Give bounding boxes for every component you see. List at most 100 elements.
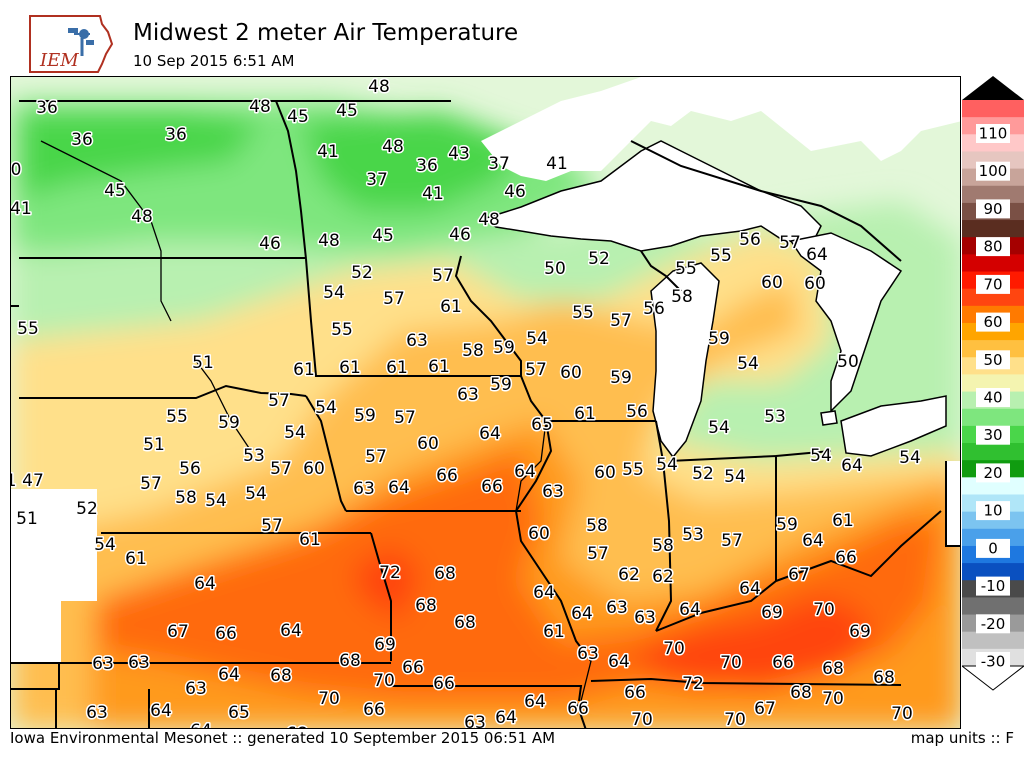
- station-temp-label: 61: [574, 404, 596, 424]
- station-temp-label: 54: [526, 329, 548, 349]
- station-temp-label: 52: [692, 464, 714, 484]
- colorbar-tick-label: -20: [981, 615, 1006, 633]
- station-temp-label: 43: [448, 144, 470, 164]
- station-temp-label: 54: [94, 535, 116, 555]
- station-temp-label: 68: [415, 596, 437, 616]
- station-temp-label: 70: [813, 600, 835, 620]
- border-mn-wi: [454, 255, 522, 376]
- colorbar-tick-label: 70: [983, 275, 1002, 293]
- station-temp-label: 52: [351, 263, 373, 283]
- river-mississippi: [515, 375, 592, 702]
- border-nd-mn: [275, 100, 307, 260]
- station-temp-label: 57: [587, 544, 609, 564]
- colorbar-band: [962, 100, 1024, 118]
- station-temp-label: 70: [373, 671, 395, 691]
- station-temp-label: 64: [479, 424, 501, 444]
- colorbar-tick-label: 0: [988, 539, 998, 557]
- station-temp-label: 58: [175, 488, 197, 508]
- station-temp-label: 63: [577, 644, 599, 664]
- station-temp-label: 61: [125, 549, 147, 569]
- contour-30s-low-40s: [21, 111, 521, 211]
- station-temp-label: 64: [190, 721, 212, 729]
- temperature-map[interactable]: 36 48 45 45 48 36 36 41 48 36 43 37 41 0 45 37 41 46 41 48 4…: [10, 76, 961, 729]
- station-temp-label: 41: [422, 184, 444, 204]
- station-temp-label: 60: [560, 363, 582, 383]
- station-temp-label: 63: [406, 331, 428, 351]
- station-temp-label: 63: [606, 598, 628, 618]
- station-temp-label: 64: [150, 701, 172, 721]
- station-temp-label: 61: [832, 511, 854, 531]
- station-temp-label: 66: [772, 653, 794, 673]
- colorbar-label-box: [976, 350, 1010, 370]
- station-temp-label: 61: [339, 358, 361, 378]
- colorbar-label-box: [976, 237, 1010, 257]
- station-temp-label: 60: [303, 459, 325, 479]
- colorbar-tick-label: 100: [979, 162, 1008, 180]
- border-ia-ne: [305, 395, 347, 512]
- station-temp-label: 55: [166, 407, 188, 427]
- station-temp-label: 61: [386, 358, 408, 378]
- station-temp-label: 54: [737, 354, 759, 374]
- station-temp-label: 48: [368, 77, 390, 97]
- station-temp-label: 64: [194, 574, 216, 594]
- station-temp-label: 67: [788, 565, 810, 585]
- contour-fills: [11, 77, 960, 728]
- iem-logo[interactable]: IEM: [28, 14, 118, 76]
- station-temp-label: 64: [802, 531, 824, 551]
- colorbar-band: [962, 185, 1024, 204]
- station-temp-label: 63: [464, 713, 486, 729]
- station-temp-label: 66: [835, 548, 857, 568]
- station-temp-label: 57: [140, 474, 162, 494]
- border-ar-tn: [575, 700, 587, 728]
- station-temp-label: 54: [245, 484, 267, 504]
- station-temp-label: 68: [286, 724, 308, 729]
- rivers: [40, 140, 592, 702]
- station-temp-label: 59: [610, 368, 632, 388]
- station-temp-label: 66: [436, 466, 458, 486]
- colorbar-label-box: [976, 463, 1010, 483]
- station-temp-label: 60: [594, 463, 616, 483]
- station-temp-label: 58: [586, 516, 608, 536]
- lake-huron: [789, 232, 903, 413]
- station-temp-label: 53: [682, 525, 704, 545]
- source-credit: Iowa Environmental Mesonet :: generated …: [10, 729, 556, 747]
- colorbar-label-box: [976, 425, 1010, 445]
- outside-domain-area: [11, 489, 97, 663]
- station-temp-label: 55: [331, 320, 353, 340]
- station-temp-label: 57: [383, 289, 405, 309]
- station-temp-label: 64: [571, 604, 593, 624]
- station-temp-label: 59: [493, 338, 515, 358]
- station-temp-label: 61: [428, 357, 450, 377]
- colorbar-tick-label: 50: [983, 351, 1002, 369]
- station-temp-label: 63: [185, 679, 207, 699]
- colorbar-tick-label: 20: [983, 464, 1002, 482]
- station-temp-label: 66: [624, 683, 646, 703]
- station-temp-label: 46: [504, 182, 526, 202]
- station-temp-label: 66: [402, 658, 424, 678]
- station-temp-label: 64: [514, 462, 536, 482]
- station-temp-label: 41: [546, 154, 568, 174]
- colorbar-band: [962, 563, 1024, 581]
- station-temp-label: 61: [293, 360, 315, 380]
- station-temp-label: 58: [671, 287, 693, 307]
- station-temp-label: 55: [572, 303, 594, 323]
- station-temp-label: 53: [243, 446, 265, 466]
- colorbar-label-box: [976, 161, 1010, 181]
- station-temp-label: 50: [544, 259, 566, 279]
- station-temp-label: 36: [71, 130, 93, 150]
- temperature-colorbar: 110 100 90 80 70 60 50 40 30 20 10 0 -10 -20 -30: [960, 76, 1024, 692]
- station-temp-label: 36: [36, 98, 58, 118]
- map-title: Midwest 2 meter Air Temperature: [133, 20, 519, 46]
- station-temp-label: 59: [708, 329, 730, 349]
- station-temp-label: 54: [899, 448, 921, 468]
- colorbar-label-box: [976, 199, 1010, 219]
- station-temp-label: 54: [284, 423, 306, 443]
- station-temp-label: 56: [179, 459, 201, 479]
- colorbar-band: [962, 254, 1024, 273]
- station-temp-label: 55: [622, 460, 644, 480]
- station-temp-label: 63: [92, 654, 114, 674]
- colorbar-tick-label: 60: [983, 313, 1002, 331]
- colorbar-label-box: [976, 652, 1010, 671]
